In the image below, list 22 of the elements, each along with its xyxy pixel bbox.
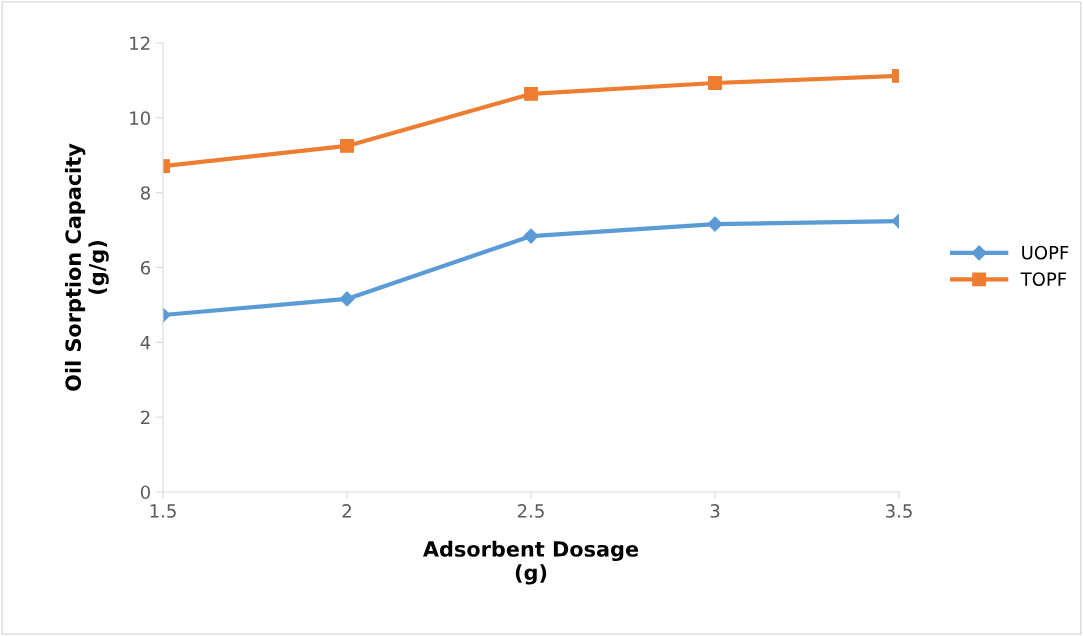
y-tick-label: 6 bbox=[140, 260, 151, 275]
point bbox=[524, 86, 538, 101]
y-tick-label: 8 bbox=[140, 186, 150, 200]
point bbox=[340, 138, 354, 153]
point bbox=[707, 216, 723, 232]
y-axis-title: Oil Sorption Capacity (g/g) bbox=[64, 143, 109, 391]
point bbox=[339, 291, 355, 307]
x-tick-label: 3.5 bbox=[886, 504, 912, 518]
y-tick-label: 12 bbox=[130, 36, 150, 50]
x-tick-label: 2 bbox=[342, 504, 351, 518]
x-tick-label: 2.5 bbox=[517, 504, 544, 518]
y-tick-label: 2 bbox=[141, 410, 150, 425]
legend-label: UOPF bbox=[1022, 245, 1069, 260]
y-tick-label: 0 bbox=[140, 485, 150, 500]
point bbox=[708, 76, 722, 90]
y-tick-label: 4 bbox=[140, 336, 151, 350]
x-axis-title: Adsorbent Dosage (g) bbox=[422, 540, 639, 585]
legend-label: TOPF bbox=[1020, 272, 1067, 286]
x-tick-label: 3 bbox=[710, 504, 720, 518]
point bbox=[523, 228, 539, 244]
x-tick-label: 1.5 bbox=[150, 504, 176, 518]
y-tick-label: 10 bbox=[130, 111, 150, 125]
